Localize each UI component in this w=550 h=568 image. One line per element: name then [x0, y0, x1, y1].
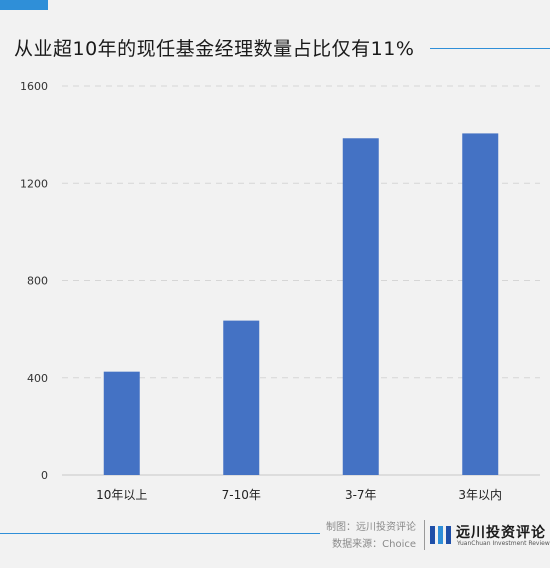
brand-name-en: YuanChuan Investment Review — [457, 540, 550, 547]
bar — [342, 138, 379, 475]
credit-source: 数据来源：Choice — [332, 539, 416, 550]
bar — [103, 371, 140, 475]
x-tick-label: 10年以上 — [96, 488, 147, 502]
y-tick-label: 800 — [27, 275, 48, 288]
brand-name: 远川投资评论 — [456, 525, 546, 541]
bar-chart: 0 400 800 1200 1600 10年以上 7-10年 3-7年 3年以内 — [20, 80, 540, 502]
corner-accent — [0, 0, 48, 10]
y-tick-label: 1200 — [20, 177, 48, 190]
y-tick-label: 1600 — [20, 80, 48, 93]
bar — [223, 320, 260, 475]
credit-maker: 制图：远川投资评论 — [326, 522, 416, 533]
bar — [462, 133, 499, 476]
x-tick-label: 3年以内 — [458, 488, 502, 502]
chart-title: 从业超10年的现任基金经理数量占比仅有11% — [14, 38, 415, 60]
brand-logo-icon — [430, 526, 451, 544]
footer-rule — [0, 533, 320, 534]
title-rule — [430, 48, 550, 49]
y-tick-label: 0 — [41, 469, 48, 482]
footer-separator — [424, 520, 425, 550]
footer-credits: 制图：远川投资评论 数据来源：Choice — [300, 519, 416, 553]
x-tick-label: 3-7年 — [345, 488, 377, 502]
x-tick-label: 7-10年 — [222, 488, 261, 502]
y-tick-label: 400 — [27, 372, 48, 385]
